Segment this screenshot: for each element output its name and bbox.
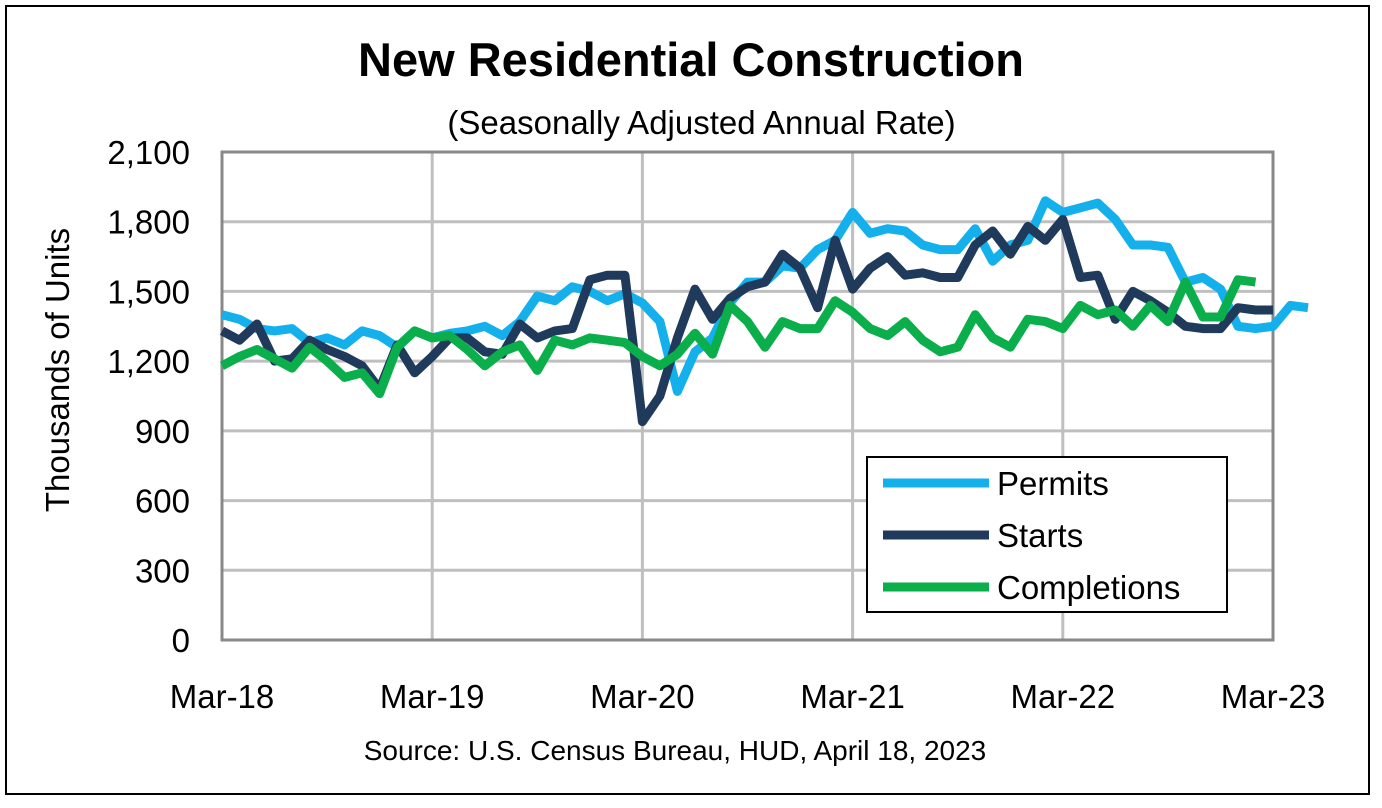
series-line-completions (219, 275, 1257, 399)
y-tick-label: 1,500 (107, 273, 190, 310)
legend-label: Completions (997, 569, 1180, 606)
source-note: Source: U.S. Census Bureau, HUD, April 1… (363, 735, 987, 766)
legend-label: Starts (997, 517, 1083, 554)
y-tick-label: 1,200 (107, 343, 190, 380)
y-tick-label: 600 (135, 483, 190, 520)
plot-border (220, 150, 1275, 642)
y-tick-label: 0 (172, 622, 190, 659)
legend-label: Permits (997, 465, 1109, 502)
chart-title: New Residential Construction (358, 33, 1024, 86)
x-tick-label: Mar-23 (1221, 678, 1326, 715)
x-tick-label: Mar-19 (380, 678, 485, 715)
x-tick-label: Mar-20 (590, 678, 695, 715)
y-tick-label: 2,100 (107, 134, 190, 171)
x-tick-label: Mar-22 (1011, 678, 1116, 715)
y-tick-label: 300 (135, 552, 190, 589)
x-tick-label: Mar-21 (800, 678, 905, 715)
y-tick-label: 900 (135, 413, 190, 450)
chart-subtitle: (Seasonally Adjusted Annual Rate) (447, 104, 956, 141)
y-tick-label: 1,800 (107, 204, 190, 241)
x-tick-label: Mar-18 (170, 678, 275, 715)
